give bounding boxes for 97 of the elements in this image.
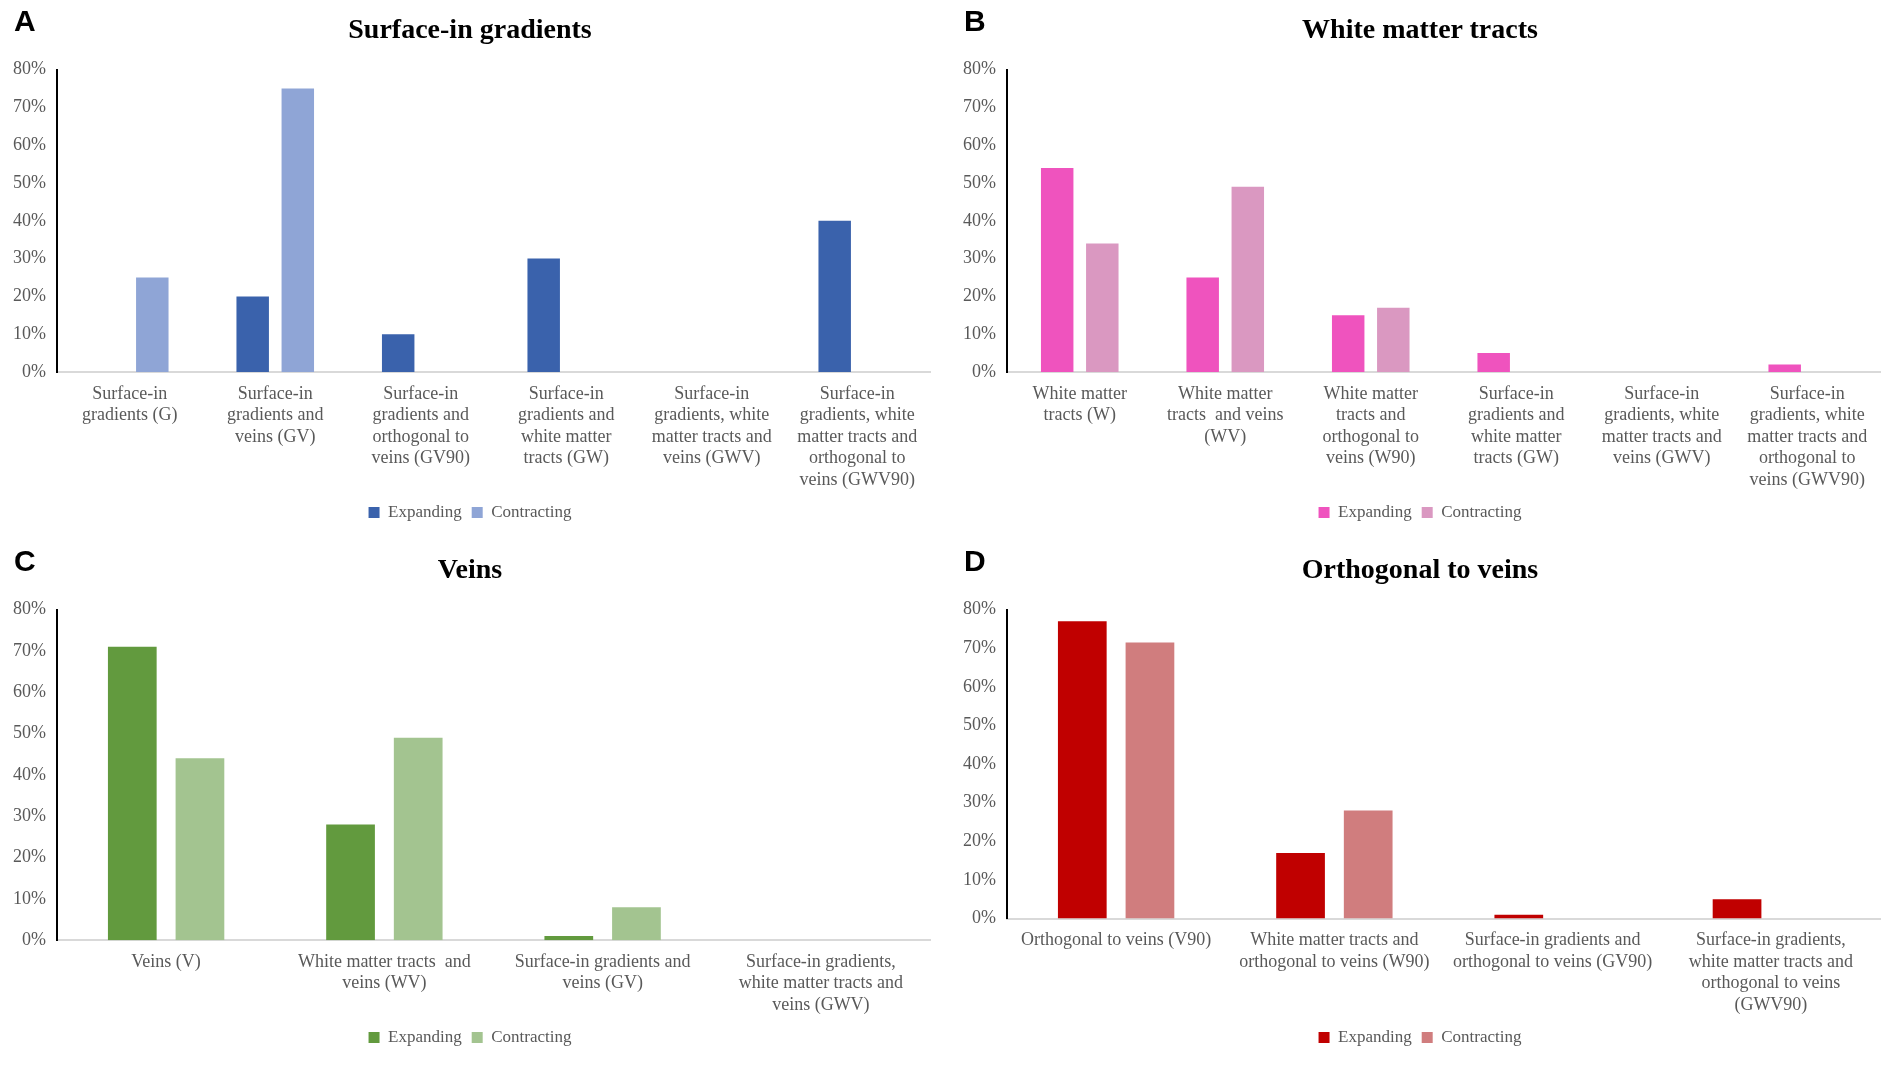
legend-label: Contracting	[1441, 501, 1522, 521]
x-tick-label: White matter tracts and orthogonal to veins (W90)	[1322, 382, 1419, 469]
y-tick-label: 30%	[12, 804, 46, 825]
x-tick-label: White matter tracts and orthogonal to veins (W90)	[1239, 929, 1430, 972]
y-tick-label: 30%	[962, 247, 996, 268]
chart-title: White matter tracts	[1302, 13, 1539, 45]
y-tick-label: 50%	[962, 171, 996, 192]
legend-label: Contracting	[1441, 1026, 1522, 1046]
bar	[1231, 186, 1265, 372]
y-tick-label: 80%	[12, 58, 46, 79]
bar	[1186, 277, 1219, 372]
bar	[381, 334, 415, 372]
text: A	[14, 4, 36, 38]
y-tick-label: 10%	[12, 887, 46, 908]
y-tick-label: 70%	[12, 96, 46, 117]
bar	[326, 824, 375, 941]
legend-label: Expanding	[388, 501, 463, 521]
legend-label: Expanding	[1338, 1026, 1413, 1046]
bar	[544, 936, 594, 941]
y-tick-label: 80%	[962, 598, 996, 619]
bar	[818, 220, 851, 372]
legend-label: Expanding	[388, 1026, 463, 1046]
y-tick-label: 80%	[12, 598, 46, 619]
bar	[1343, 810, 1393, 919]
x-tick-label: Surface-in gradients and veins (GV)	[227, 382, 324, 447]
bar	[1086, 243, 1119, 372]
x-tick-label: Surface-in gradients and veins (GV)	[514, 950, 691, 994]
x-tick-label: Orthogonal to veins (V90)	[1020, 929, 1212, 951]
x-tick-label: Surface-in gradients (G)	[82, 382, 178, 426]
x-tick-label: Surface-in gradients, white matter tracts and veins (GWV)	[738, 950, 904, 1015]
y-tick-label: 20%	[12, 285, 46, 306]
bar	[1040, 167, 1074, 372]
y-tick-label: 10%	[962, 322, 996, 343]
bar	[236, 296, 269, 372]
legend-label: Expanding	[1338, 501, 1413, 521]
y-tick-label: 40%	[12, 209, 46, 230]
x-tick-label: Surface-in gradients, white matter tracts and orthogonal to veins (GWV90)	[1688, 929, 1854, 1015]
bar	[1125, 642, 1175, 919]
legend-label: Contracting	[491, 1026, 572, 1046]
y-tick-label: 0%	[21, 928, 46, 949]
bar	[612, 907, 661, 941]
y-tick-label: 40%	[12, 763, 46, 784]
bar	[136, 277, 169, 372]
y-tick-label: 0%	[971, 360, 996, 381]
y-tick-label: 50%	[12, 722, 46, 743]
x-tick-label: Surface-in gradients, white matter tracts and orthogonal to veins (GWV90)	[1747, 382, 1868, 490]
y-tick-label: 20%	[12, 846, 46, 867]
y-tick-label: 60%	[962, 133, 996, 154]
legend-label: Contracting	[491, 501, 572, 521]
x-tick-label: Surface-in gradients, white matter tracts and veins (GWV)	[651, 382, 772, 469]
y-tick-label: 60%	[12, 133, 46, 154]
text: D	[964, 544, 986, 578]
bar	[1377, 307, 1410, 372]
y-tick-label: 30%	[12, 247, 46, 268]
bar	[1768, 364, 1801, 372]
y-tick-label: 70%	[962, 96, 996, 117]
x-tick-label: Surface-in gradients and orthogonal to veins (GV90)	[1452, 929, 1653, 972]
x-tick-label: Surface-in gradients, white matter tracts and orthogonal to veins (GWV90)	[797, 382, 918, 490]
x-tick-label: Surface-in gradients and white matter tracts (GW)	[1468, 382, 1565, 469]
y-tick-label: 50%	[962, 714, 996, 735]
bar	[1712, 899, 1762, 919]
bar	[175, 758, 225, 941]
y-tick-label: 50%	[12, 171, 46, 192]
y-tick-label: 60%	[962, 675, 996, 696]
y-tick-label: 70%	[12, 639, 46, 660]
y-tick-label: 20%	[962, 285, 996, 306]
y-tick-label: 80%	[962, 58, 996, 79]
x-tick-label: Veins (V)	[131, 950, 201, 972]
y-tick-label: 40%	[962, 752, 996, 773]
x-tick-label: White matter tracts and veins (WV)	[297, 950, 471, 994]
text: C	[14, 544, 36, 578]
text: B	[964, 4, 986, 38]
bar	[1477, 353, 1510, 372]
y-tick-label: 10%	[12, 322, 46, 343]
bar	[107, 646, 157, 941]
bar	[1057, 621, 1107, 919]
bar	[527, 258, 560, 372]
bar	[1331, 315, 1365, 372]
y-tick-label: 10%	[962, 868, 996, 889]
bar	[281, 88, 315, 372]
y-tick-label: 20%	[962, 830, 996, 851]
x-tick-label: Surface-in gradients, white matter tracts and veins (GWV)	[1601, 382, 1722, 469]
x-tick-label: Surface-in gradients and orthogonal to veins (GV90)	[371, 382, 470, 469]
x-tick-label: White matter tracts (W)	[1032, 382, 1127, 426]
y-tick-label: 60%	[12, 680, 46, 701]
y-tick-label: 40%	[962, 209, 996, 230]
x-tick-label: White matter tracts and veins (WV)	[1167, 382, 1284, 447]
y-tick-label: 30%	[962, 791, 996, 812]
chart-title: Surface-in gradients	[348, 13, 592, 45]
chart-title: Veins	[437, 553, 503, 585]
bar	[393, 737, 443, 941]
y-tick-label: 0%	[21, 360, 46, 381]
x-tick-label: Surface-in gradients and white matter tracts (GW)	[518, 382, 615, 469]
bar	[1276, 852, 1325, 919]
y-tick-label: 70%	[962, 636, 996, 657]
y-tick-label: 0%	[971, 907, 996, 928]
chart-title: Orthogonal to veins	[1301, 553, 1539, 585]
